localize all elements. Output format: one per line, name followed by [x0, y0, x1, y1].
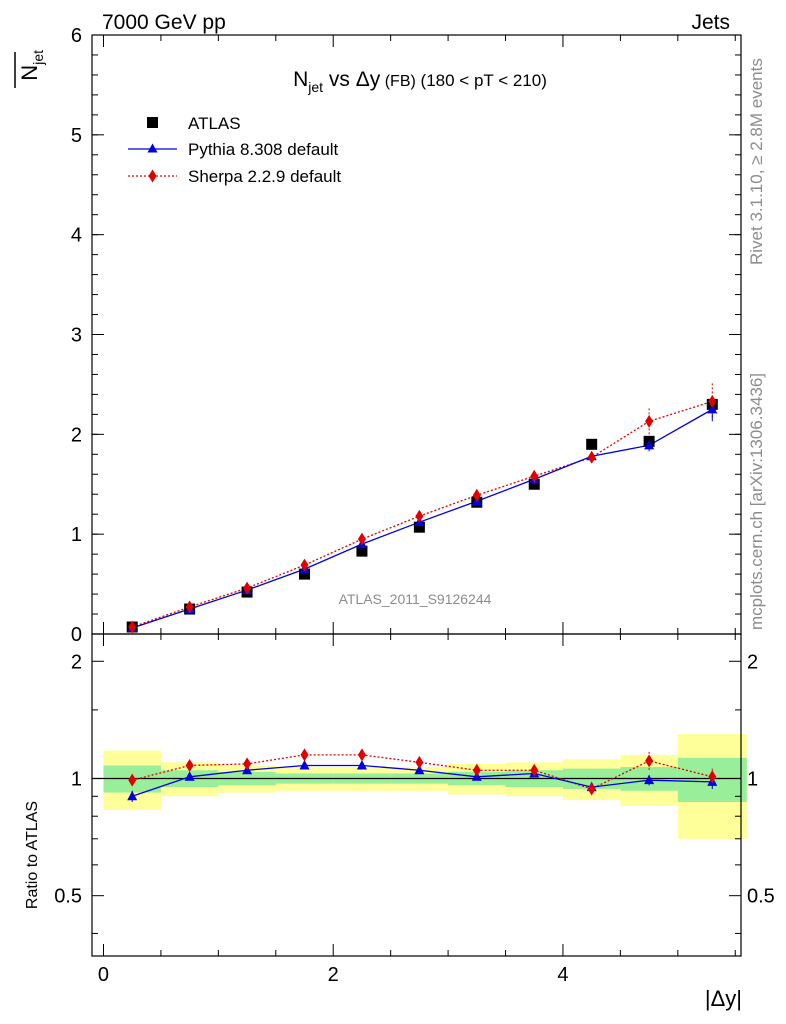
ratio-panel: 0.5 0.5 1 1 2 2 0 2 4	[54, 633, 775, 986]
ratio-pythia-point	[356, 759, 367, 770]
sherpa-point	[128, 620, 137, 634]
main-ylabel: Njet	[14, 50, 46, 88]
ratio-ytick-label-right: 2	[747, 651, 758, 673]
sherpa-point	[185, 600, 194, 614]
ratio-pythia-point	[414, 764, 425, 775]
sherpa-point	[530, 469, 539, 483]
ratio-pythia-point	[184, 771, 195, 781]
atlas-point	[299, 568, 311, 580]
source-label: mcplots.cern.ch [arXiv:1306.3436]	[747, 373, 766, 630]
ratio-ylabel: Ratio to ATLAS	[24, 801, 41, 909]
atlas-point	[356, 545, 368, 557]
ratio-ytick-label: 0.5	[54, 886, 82, 908]
ratio-sherpa-point	[530, 763, 539, 777]
rivet-label: Rivet 3.1.10, ≥ 2.8M events	[747, 58, 766, 265]
header-left: 7000 GeV pp	[102, 11, 226, 34]
sherpa-point	[357, 532, 366, 546]
main-ytick-label: 5	[71, 125, 82, 147]
main-panel: 0 1 2 3 4 5 6	[71, 25, 742, 646]
x-tick-label: 0	[98, 964, 109, 986]
main-ytick-label: 4	[71, 225, 82, 247]
sherpa-point	[415, 509, 424, 523]
ratio-frame	[91, 633, 742, 957]
ratio-pythia-point	[127, 790, 138, 801]
pythia-point	[707, 403, 718, 414]
ratio-sherpa-point	[185, 758, 194, 772]
atlas-point	[528, 478, 540, 490]
ratio-sherpa-point	[357, 748, 366, 762]
ratio-sherpa-point	[128, 773, 137, 787]
pythia-point	[644, 439, 655, 450]
sherpa-point	[472, 488, 481, 502]
legend-atlas-marker	[147, 117, 158, 128]
sherpa-point	[243, 581, 252, 595]
atlas-point	[413, 521, 425, 533]
ratio-pythia-point	[299, 759, 310, 770]
legend-pythia-marker	[147, 143, 158, 153]
main-ytick-label: 3	[71, 325, 82, 347]
ratio-pythia-point	[644, 774, 655, 785]
x-tick-label: 2	[328, 964, 339, 986]
legend-pythia-label: Pythia 8.308 default	[188, 140, 339, 159]
atlas-point	[586, 438, 598, 450]
main-ytick-label: 1	[71, 524, 82, 546]
legend-sherpa-marker	[148, 169, 157, 183]
ratio-sherpa-point	[472, 763, 481, 777]
ratio-ytick-label: 2	[71, 651, 82, 673]
ratio-sherpa-point	[708, 770, 717, 784]
sherpa-point	[708, 394, 717, 408]
ratio-sherpa-line	[132, 754, 713, 790]
main-ytick-label: 0	[71, 624, 82, 646]
main-ytick-label: 2	[71, 424, 82, 446]
ratio-sherpa-point	[300, 748, 309, 762]
ratio-sherpa-point	[645, 754, 654, 768]
main-title: Njet vs Δy (FB) (180 < pT < 210)	[293, 68, 547, 95]
ratio-ytick-label: 1	[71, 768, 82, 790]
watermark: ATLAS_2011_S9126244	[339, 591, 492, 607]
x-axis-label: |Δy|	[705, 986, 742, 1011]
svg-text:Njet: Njet	[17, 50, 46, 81]
sherpa-point	[645, 414, 654, 428]
legend: ATLAS Pythia 8.308 default Sherpa 2.2.9 …	[128, 114, 341, 186]
ratio-ytick-label-right: 0.5	[747, 886, 775, 908]
header-right: Jets	[691, 11, 730, 34]
legend-atlas-label: ATLAS	[188, 114, 241, 133]
x-tick-label: 4	[557, 964, 568, 986]
sherpa-point	[300, 558, 309, 572]
legend-sherpa-label: Sherpa 2.2.9 default	[188, 167, 341, 186]
sherpa-point	[587, 450, 596, 464]
ratio-sherpa-point	[587, 782, 596, 796]
ratio-ytick-label-right: 1	[747, 768, 758, 790]
ratio-sherpa-point	[243, 757, 252, 771]
ratio-sherpa-point	[415, 755, 424, 769]
main-ytick-label: 6	[71, 25, 82, 47]
